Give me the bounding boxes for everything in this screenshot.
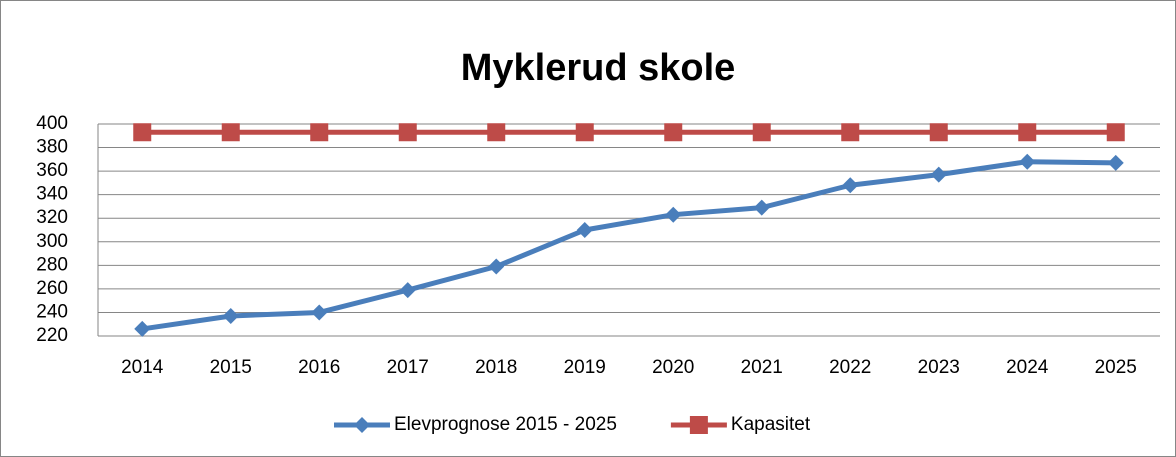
marker: [1018, 123, 1037, 142]
x-tick-label: 2021: [741, 357, 783, 378]
marker: [930, 166, 947, 183]
x-tick-label: 2014: [121, 357, 164, 378]
marker: [221, 123, 240, 142]
marker: [1019, 153, 1036, 170]
marker: [133, 123, 152, 142]
marker: [399, 282, 416, 299]
y-tick-label: 380: [36, 137, 68, 158]
series-line: [141, 159, 1116, 332]
y-tick-label: 340: [36, 184, 68, 205]
marker: [929, 123, 948, 142]
legend-label: Elevprognose 2015 - 2025: [394, 414, 617, 435]
y-tick-label: 240: [36, 301, 68, 322]
legend-label: Kapasitet: [731, 414, 811, 435]
x-tick-label: 2020: [652, 357, 694, 378]
marker: [576, 222, 593, 238]
y-tick-label: 400: [36, 113, 68, 134]
marker: [1106, 123, 1125, 142]
marker: [222, 307, 239, 324]
y-tick-label: 260: [36, 278, 68, 299]
x-tick-label: 2022: [829, 357, 871, 378]
marker: [354, 417, 370, 433]
marker: [398, 123, 417, 142]
x-tick-label: 2024: [1006, 357, 1049, 378]
marker: [487, 123, 506, 142]
y-tick-label: 220: [36, 325, 68, 346]
x-tick-label: 2017: [387, 357, 429, 378]
x-tick-label: 2015: [210, 357, 252, 378]
marker: [310, 123, 329, 142]
marker: [752, 123, 771, 142]
marker: [488, 258, 505, 275]
marker: [664, 123, 683, 142]
x-tick-label: 2023: [918, 357, 960, 378]
marker: [134, 320, 151, 337]
marker: [753, 199, 770, 216]
y-tick-label: 360: [36, 160, 68, 181]
chart-title: Myklerud skole: [461, 47, 736, 89]
marker: [311, 304, 328, 321]
x-tick-label: 2018: [475, 357, 517, 378]
y-tick-label: 300: [36, 231, 68, 252]
y-tick-label: 320: [36, 207, 68, 228]
marker: [841, 123, 860, 142]
y-tick-label: 280: [36, 254, 68, 275]
marker: [689, 416, 708, 434]
x-tick-label: 2016: [298, 357, 340, 378]
x-tick-label: 2025: [1095, 357, 1137, 378]
marker: [842, 177, 859, 194]
marker: [665, 206, 682, 223]
marker: [1107, 154, 1124, 171]
x-tick-label: 2019: [564, 357, 606, 378]
marker: [575, 123, 594, 142]
